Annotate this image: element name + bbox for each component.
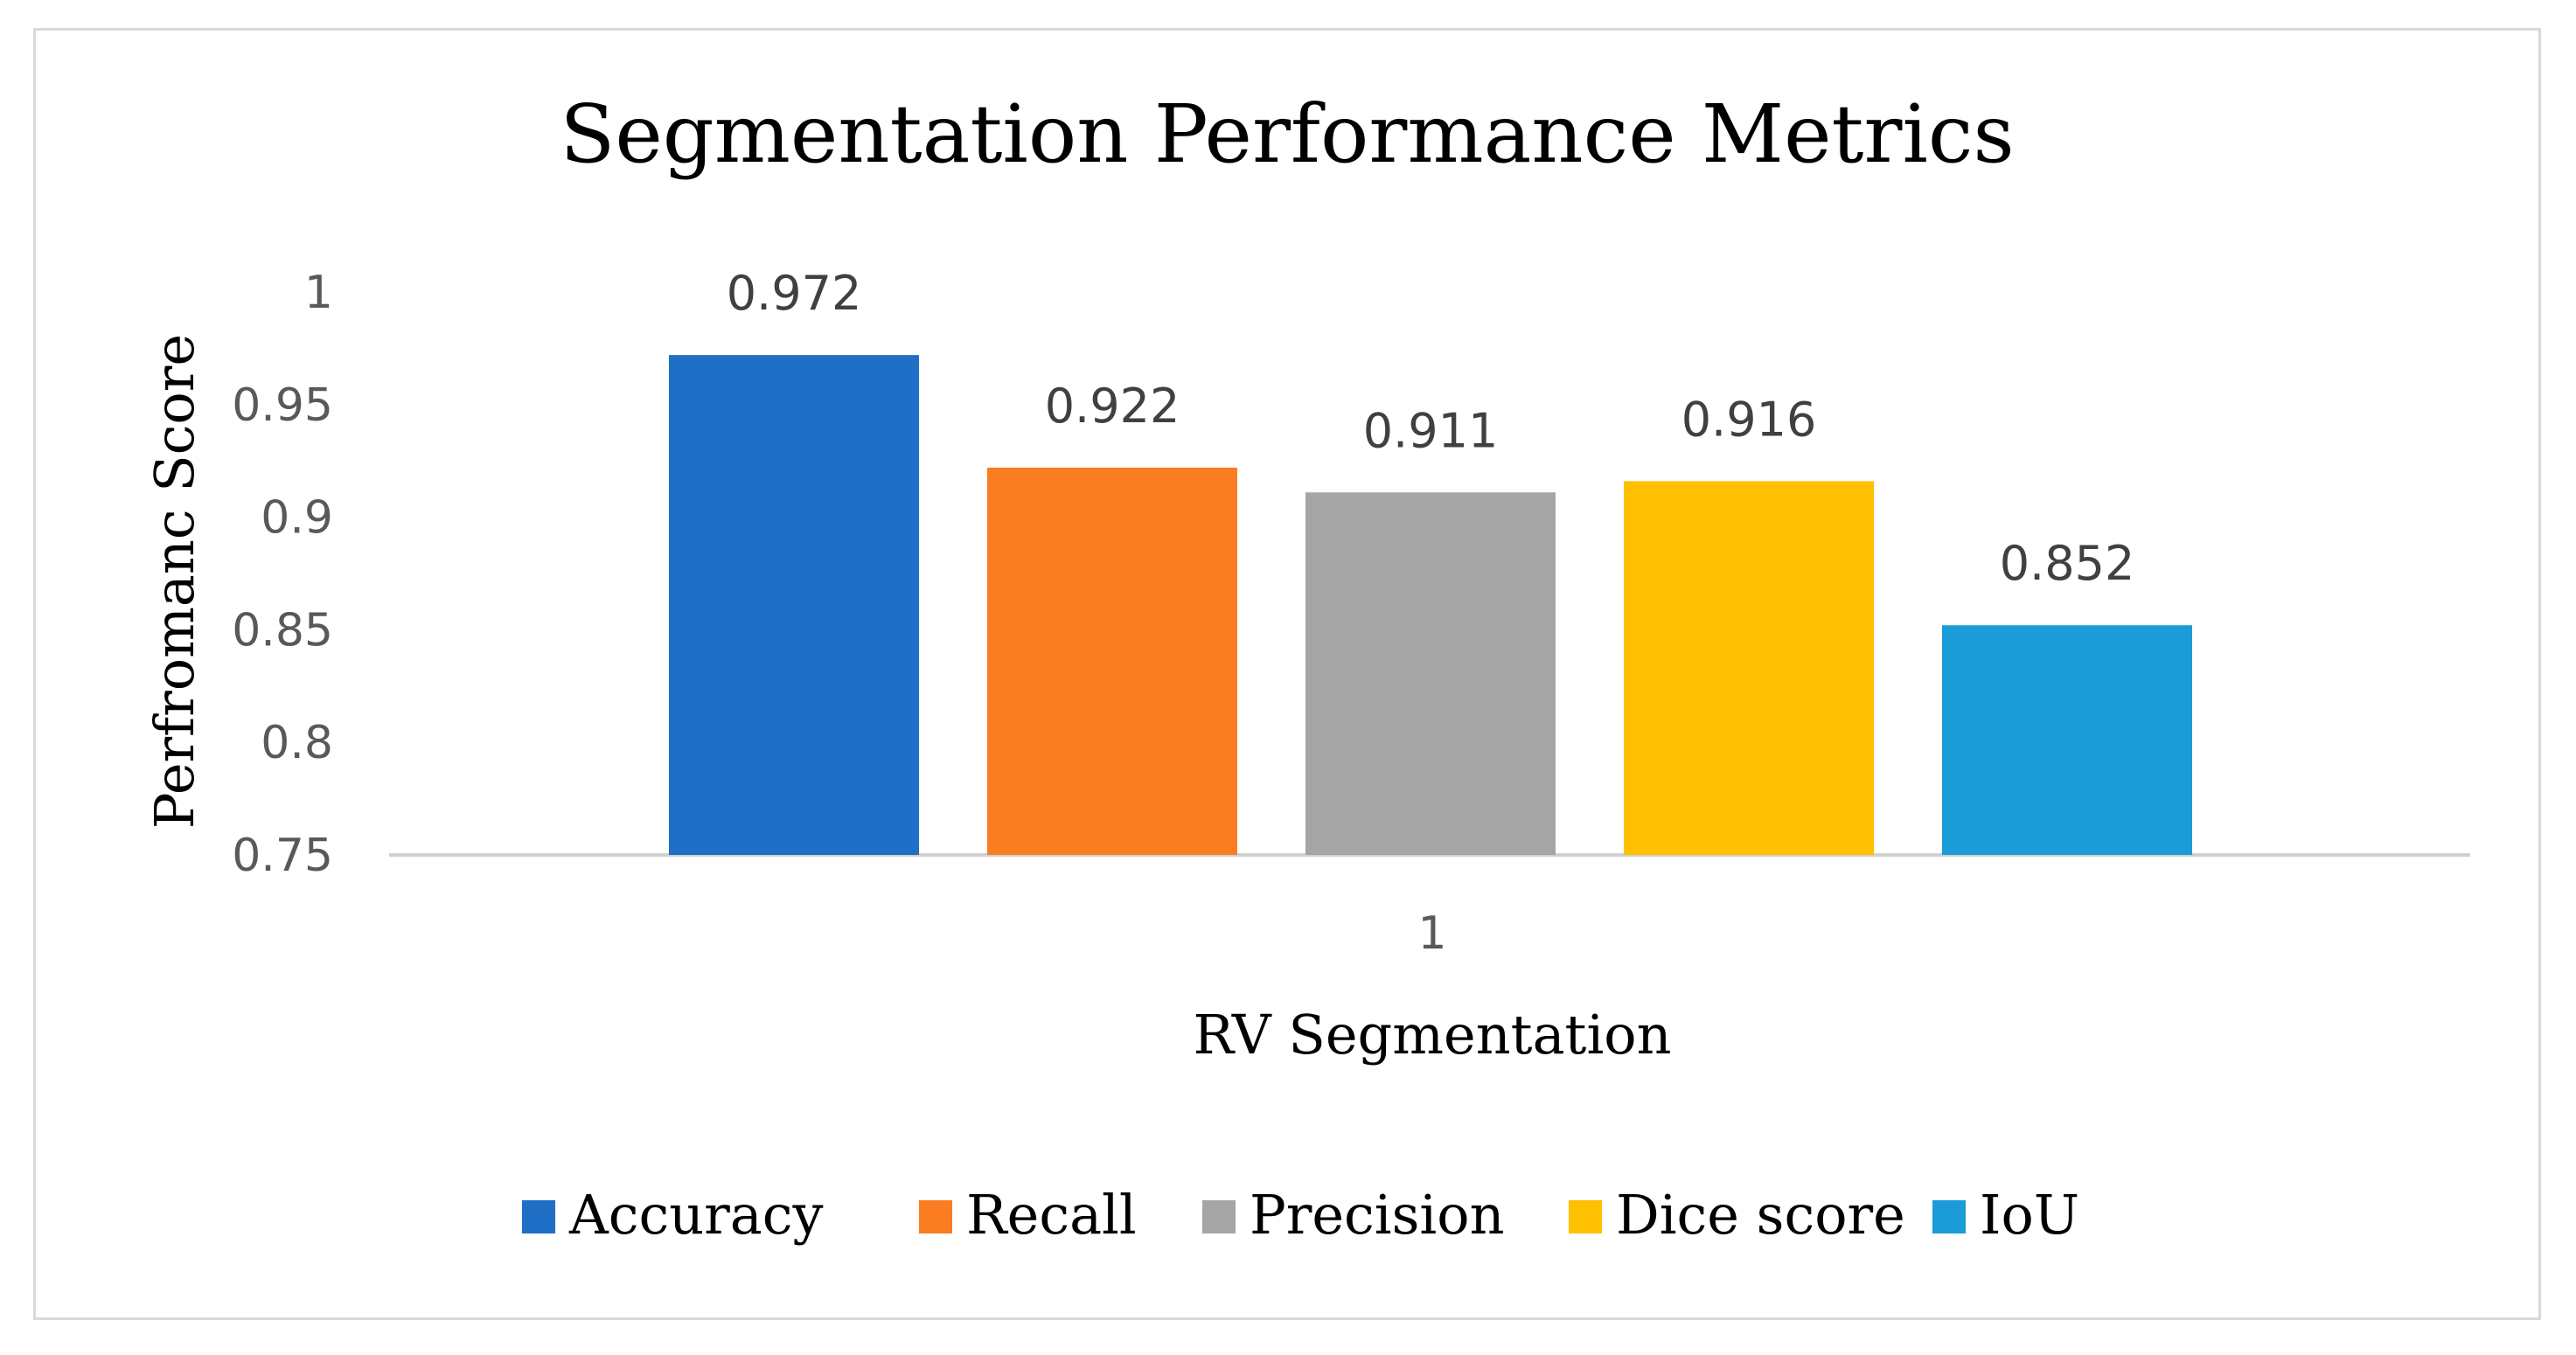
- data-label-recall: 0.922: [1045, 379, 1180, 434]
- data-labels: 0.972 0.922 0.911 0.916 0.852: [727, 266, 2135, 591]
- bar-precision: [1305, 492, 1556, 855]
- legend-label-iou: IoU: [1980, 1183, 2079, 1247]
- bar-accuracy: [669, 355, 919, 855]
- x-tick-label: 1: [1417, 907, 1446, 960]
- legend: Accuracy Recall Precision Dice score IoU: [522, 1183, 2079, 1247]
- legend-swatch-precision: [1202, 1200, 1236, 1233]
- y-tick-label: 0.75: [232, 830, 333, 882]
- legend-swatch-iou: [1932, 1200, 1966, 1233]
- bar-iou: [1942, 625, 2192, 855]
- data-label-precision: 0.911: [1363, 403, 1499, 458]
- bar-recall: [987, 467, 1237, 855]
- chart-title: Segmentation Performance Metrics: [560, 87, 2014, 181]
- legend-swatch-accuracy: [522, 1200, 555, 1233]
- x-axis-label: RV Segmentation: [1193, 1003, 1671, 1067]
- y-axis-label: Perfromanc Score: [143, 334, 206, 829]
- legend-label-precision: Precision: [1250, 1183, 1505, 1247]
- legend-swatch-dice-score: [1569, 1200, 1602, 1233]
- y-tick-labels: 0.75 0.8 0.85 0.9 0.95 1: [232, 267, 333, 882]
- legend-label-accuracy: Accuracy: [568, 1183, 824, 1247]
- y-tick-label: 0.9: [261, 492, 333, 545]
- y-tick-label: 1: [304, 267, 333, 319]
- bars: [669, 355, 2192, 855]
- bar-dice-score: [1624, 481, 1874, 855]
- data-label-iou: 0.852: [2000, 536, 2135, 591]
- chart-frame: Segmentation Performance Metrics Perfrom…: [33, 28, 2541, 1320]
- data-label-dice-score: 0.916: [1681, 392, 1817, 447]
- y-tick-label: 0.8: [261, 717, 333, 769]
- legend-swatch-recall: [919, 1200, 952, 1233]
- data-label-accuracy: 0.972: [727, 266, 862, 321]
- chart-svg: Segmentation Performance Metrics Perfrom…: [143, 87, 2470, 1247]
- y-tick-label: 0.95: [232, 379, 333, 432]
- legend-label-recall: Recall: [966, 1183, 1137, 1247]
- legend-label-dice-score: Dice score: [1616, 1183, 1905, 1247]
- y-tick-label: 0.85: [232, 604, 333, 657]
